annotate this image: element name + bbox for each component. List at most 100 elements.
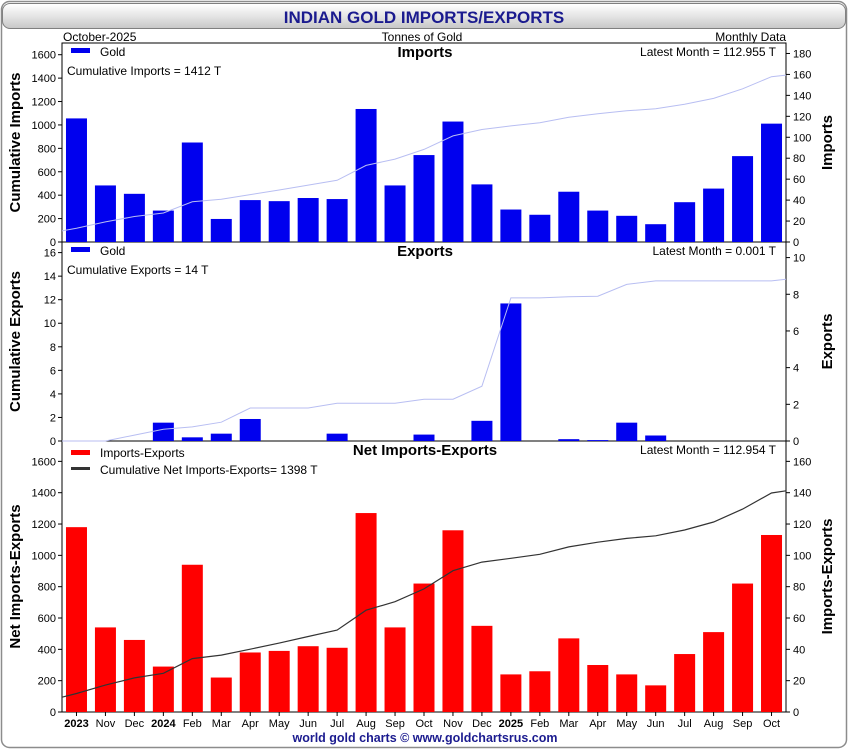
imports-left-tick-label: 400: [38, 190, 56, 202]
x-tick-label: Aug: [704, 718, 724, 730]
imports-left-tick-label: 1200: [32, 97, 56, 109]
imports-left-tick-label: 1600: [32, 50, 56, 62]
net-left-axis-label: Net Imports-Exports: [7, 504, 24, 648]
net-cumulative-legend-swatch: [71, 467, 90, 470]
imports-legend-swatch: [71, 48, 90, 53]
x-tick-label: Feb: [183, 718, 202, 730]
x-tick-label: 2025: [499, 718, 523, 730]
exports-bar: [210, 433, 232, 441]
exports-bar: [326, 433, 348, 441]
header-frequency: Monthly Data: [715, 30, 786, 44]
exports-bar: [558, 439, 580, 441]
net-cumulative-legend-label: Cumulative Net Imports-Exports= 1398 T: [100, 463, 318, 477]
exports-left-tick-label: 6: [50, 365, 56, 377]
x-tick-label: Jul: [330, 718, 344, 730]
imports-bar: [616, 215, 638, 242]
exports-right-tick-label: 10: [793, 253, 805, 265]
exports-bar: [471, 420, 493, 441]
net-bar: [587, 665, 609, 712]
x-tick-label: Apr: [242, 718, 259, 730]
imports-right-tick-label: 120: [793, 111, 811, 123]
exports-left-tick-label: 0: [50, 436, 56, 448]
exports-right-tick-label: 2: [793, 399, 799, 411]
net-bar: [297, 646, 319, 712]
footer-credit: world gold charts © www.goldchartsrus.co…: [292, 731, 558, 745]
imports-bar: [471, 184, 493, 242]
net-left-tick-label: 1200: [32, 519, 56, 531]
imports-panel-title: Imports: [397, 44, 452, 61]
net-left-tick-label: 200: [38, 676, 56, 688]
imports-latest-month: Latest Month = 112.955 T: [640, 45, 777, 59]
imports-left-tick-label: 1000: [32, 120, 56, 132]
imports-right-tick-label: 160: [793, 69, 811, 81]
net-left-tick-label: 800: [38, 582, 56, 594]
net-left-tick-label: 1000: [32, 550, 56, 562]
x-tick-label: Oct: [415, 718, 432, 730]
net-left-tick-label: 400: [38, 644, 56, 656]
imports-bar: [181, 142, 203, 242]
net-right-tick-label: 140: [793, 488, 811, 500]
x-tick-label: Apr: [589, 718, 606, 730]
x-tick-label: Nov: [96, 718, 116, 730]
x-tick-label: Dec: [472, 718, 492, 730]
imports-bar: [355, 108, 377, 242]
net-bar: [732, 583, 754, 712]
imports-right-tick-label: 40: [793, 195, 805, 207]
net-bar: [65, 527, 87, 712]
x-tick-label: Feb: [530, 718, 549, 730]
net-bar: [471, 625, 493, 712]
net-left-tick-label: 1600: [32, 456, 56, 468]
exports-bar: [500, 303, 522, 441]
imports-bar: [703, 188, 725, 242]
x-tick-label: Sep: [385, 718, 405, 730]
imports-left-tick-label: 800: [38, 143, 56, 155]
imports-right-tick-label: 140: [793, 90, 811, 102]
imports-bar: [268, 201, 290, 242]
imports-bar: [152, 210, 174, 242]
imports-right-axis-label: Imports: [819, 115, 836, 170]
net-bar: [442, 530, 464, 712]
imports-left-axis-label: Cumulative Imports: [7, 72, 24, 212]
imports-bar: [123, 193, 145, 242]
exports-left-axis-label: Cumulative Exports: [7, 271, 24, 412]
net-right-tick-label: 120: [793, 519, 811, 531]
net-left-tick-label: 1400: [32, 488, 56, 500]
exports-bar: [181, 437, 203, 441]
exports-left-tick-label: 8: [50, 342, 56, 354]
exports-left-tick-label: 12: [44, 295, 56, 307]
x-tick-label: Jul: [678, 718, 692, 730]
net-panel-title: Net Imports-Exports: [353, 442, 497, 459]
net-left-tick-label: 600: [38, 613, 56, 625]
imports-right-tick-label: 180: [793, 48, 811, 60]
imports-legend-label: Gold: [100, 45, 125, 59]
imports-bar: [65, 118, 87, 242]
net-legend-swatch: [71, 450, 90, 455]
exports-right-tick-label: 8: [793, 289, 799, 301]
net-bar: [761, 534, 783, 712]
net-bar: [239, 652, 261, 712]
exports-legend-swatch: [71, 247, 90, 252]
exports-left-tick-label: 4: [50, 389, 56, 401]
imports-bar: [239, 200, 261, 242]
net-bar: [529, 671, 551, 712]
x-tick-label: Nov: [443, 718, 463, 730]
net-right-tick-label: 80: [793, 582, 805, 594]
x-tick-label: Sep: [733, 718, 753, 730]
imports-bar: [384, 185, 406, 242]
imports-left-tick-label: 200: [38, 214, 56, 226]
x-tick-label: Oct: [763, 718, 780, 730]
header-date: October-2025: [63, 30, 137, 44]
net-bar: [558, 638, 580, 712]
net-bar: [413, 583, 435, 712]
exports-left-tick-label: 14: [44, 271, 56, 283]
net-bar: [181, 564, 203, 712]
exports-right-tick-label: 6: [793, 326, 799, 338]
net-bar: [94, 627, 116, 712]
exports-cumulative-label: Cumulative Exports = 14 T: [67, 263, 209, 277]
imports-right-tick-label: 100: [793, 132, 811, 144]
net-right-tick-label: 100: [793, 550, 811, 562]
header-units: Tonnes of Gold: [382, 30, 463, 44]
net-bar: [268, 650, 290, 712]
